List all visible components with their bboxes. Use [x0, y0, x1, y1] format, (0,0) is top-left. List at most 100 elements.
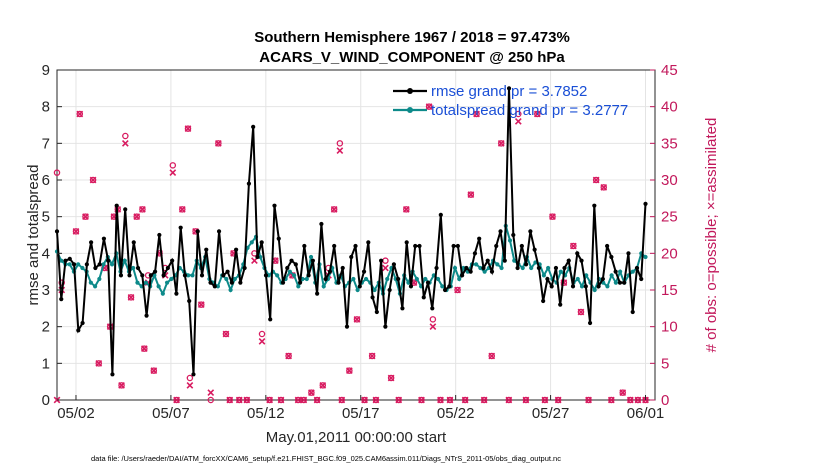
y2-tick-label: 35: [661, 135, 678, 152]
totalspread-point: [215, 284, 220, 289]
obs-x-stroke: [626, 396, 634, 404]
y-tick-label: 2: [42, 319, 50, 336]
obs-possible-marker: [266, 396, 273, 404]
obs-assimilated-marker: [294, 396, 302, 404]
totalspread-point: [643, 254, 648, 260]
obs-possible-marker: [184, 125, 192, 132]
x-axis-label: May.01,2011 00:00:00 start: [266, 429, 447, 446]
y2-tick-label: 15: [661, 282, 678, 299]
y2-tick-label: 0: [661, 392, 669, 409]
obs-x-stroke: [554, 396, 562, 404]
rmse-point: [174, 291, 179, 296]
obs-x-stroke: [173, 396, 180, 404]
obs-x-stroke: [619, 389, 627, 397]
y2-tick-label: 5: [661, 355, 669, 372]
totalspread-point: [474, 262, 479, 267]
obs-x-stroke: [592, 176, 600, 184]
rmse-point: [259, 240, 264, 245]
totalspread-point: [304, 276, 309, 282]
rmse-point: [234, 247, 239, 252]
obs-possible-marker: [534, 110, 541, 118]
totalspread-point: [630, 269, 635, 274]
rmse-point: [127, 273, 132, 278]
rmse-point: [118, 273, 124, 278]
y2-tick-label: 40: [661, 99, 678, 116]
obs-possible-marker: [608, 396, 615, 404]
obs-assimilated-marker: [127, 293, 135, 301]
obs-assimilated-marker: [121, 139, 129, 147]
obs-x-stroke: [118, 381, 125, 389]
rmse-point: [216, 229, 222, 234]
rmse-point: [396, 276, 401, 282]
obs-possible-marker: [585, 396, 592, 404]
totalspread-point: [156, 284, 161, 289]
obs-assimilated-marker: [336, 147, 344, 155]
obs-possible-marker: [577, 308, 585, 316]
obs-possible-markers: [53, 103, 649, 404]
obs-possible-marker: [554, 396, 562, 404]
rmse-point: [67, 256, 72, 261]
rmse-point: [191, 372, 196, 377]
obs-x-stroke: [585, 396, 592, 404]
obs-x-stroke: [319, 381, 327, 389]
rmse-point: [592, 203, 597, 208]
rmse-point: [353, 243, 358, 249]
rmse-point: [502, 258, 507, 263]
obs-assimilated-marker: [425, 103, 433, 111]
obs-assimilated-marker: [554, 396, 562, 404]
obs-x-stroke: [251, 257, 258, 265]
obs-assimilated-marker: [514, 117, 522, 125]
rmse-point: [468, 269, 473, 274]
rmse-point: [225, 269, 230, 274]
obs-possible-marker: [361, 396, 368, 404]
obs-x-stroke: [372, 396, 380, 404]
rmse-point: [379, 258, 384, 263]
obs-x-stroke: [121, 139, 129, 147]
rmse-point: [553, 265, 559, 271]
obs-possible-marker: [592, 176, 600, 184]
rmse-point: [562, 265, 567, 271]
rmse-point: [583, 284, 588, 289]
rmse-point: [613, 269, 618, 274]
obs-x-stroke: [473, 110, 480, 118]
rmse-point: [622, 280, 627, 285]
obs-possible-marker: [53, 169, 61, 176]
obs-assimilated-marker: [541, 396, 549, 404]
obs-x-stroke: [300, 396, 308, 404]
y-tick-label: 0: [42, 392, 50, 409]
totalspread-point: [275, 273, 280, 278]
obs-assimilated-marker: [480, 396, 488, 404]
totalspread-point: [452, 265, 458, 271]
obs-possible-marker: [418, 396, 425, 404]
rmse-point: [455, 243, 460, 249]
obs-assimilated-marker: [418, 396, 425, 404]
rmse-point: [515, 265, 520, 271]
obs-possible-marker: [139, 206, 146, 213]
obs-assimilated-marker: [266, 396, 273, 404]
obs-assimilated-marker: [437, 396, 444, 404]
rmse-point: [417, 243, 422, 249]
obs-assimilated-marker: [619, 389, 627, 397]
obs-x-stroke: [222, 330, 230, 338]
rmse-series: [54, 86, 648, 377]
obs-possible-marker: [497, 140, 505, 147]
obs-x-stroke: [345, 367, 353, 375]
rmse-point: [140, 273, 145, 278]
obs-possible-marker: [141, 345, 148, 352]
rmse-point: [549, 284, 554, 289]
rmse-point: [280, 280, 286, 285]
obs-assimilated-marker: [82, 213, 89, 221]
totalspread-point: [482, 269, 487, 274]
obs-x-stroke: [461, 396, 469, 404]
rmse-point: [123, 207, 128, 212]
obs-possible-marker: [353, 316, 361, 323]
rmse-point: [152, 269, 158, 274]
y-tick-label: 9: [42, 62, 50, 79]
obs-x-stroke: [72, 227, 80, 235]
obs-assimilated-marker: [467, 191, 475, 199]
totalspread-point: [190, 273, 195, 278]
obs-x-stroke: [541, 396, 549, 404]
obs-assimilated-marker: [429, 323, 437, 331]
obs-possible-marker: [207, 396, 215, 404]
obs-assimilated-marker: [226, 396, 234, 404]
